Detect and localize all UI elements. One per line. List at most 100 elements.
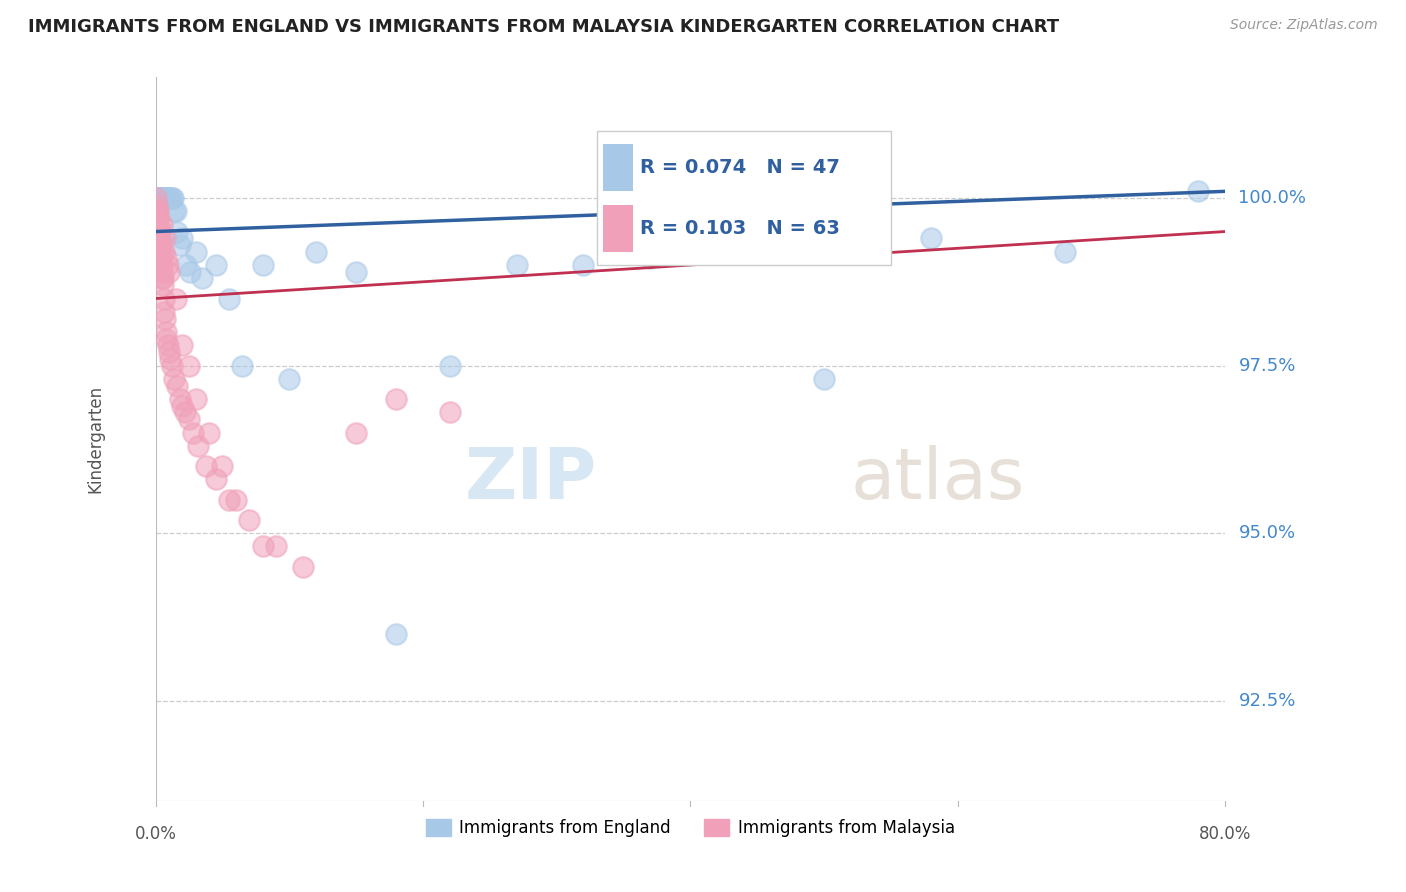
Point [150,191,173,205]
Point [145,198,167,212]
Text: ZIP: ZIP [464,445,596,514]
Point [177,359,200,373]
Point [155,332,177,346]
Point [184,392,207,406]
Point [149,191,172,205]
Point [172,399,194,413]
Point [148,225,170,239]
Point [146,204,169,219]
Point [225,492,247,507]
Text: R = 0.074   N = 47: R = 0.074 N = 47 [640,159,839,178]
Point [152,271,174,285]
Point [231,359,253,373]
Point [148,218,170,232]
Point [155,325,177,339]
Point [146,191,169,205]
FancyBboxPatch shape [596,131,891,265]
Point [146,204,169,219]
Text: 0.0%: 0.0% [135,824,177,843]
Point [174,405,197,419]
Point [155,252,177,266]
Point [149,191,172,205]
Point [153,311,176,326]
Point [148,191,170,205]
Point [150,258,173,272]
Point [157,345,180,359]
Point [218,492,240,507]
Point [305,244,328,259]
Point [149,231,172,245]
Point [148,191,170,205]
Point [184,244,207,259]
Point [150,271,173,285]
Point [172,338,194,352]
Point [157,191,180,205]
Point [505,258,527,272]
Text: Kindergarten: Kindergarten [86,385,104,493]
Point [152,292,174,306]
Point [198,425,221,440]
Point [152,244,174,259]
Point [813,372,835,386]
Point [385,626,408,640]
Point [920,231,942,245]
Point [204,258,226,272]
Point [148,204,170,219]
Point [155,191,177,205]
Point [162,191,184,205]
Point [1053,244,1076,259]
Text: Source: ZipAtlas.com: Source: ZipAtlas.com [1230,18,1378,32]
Point [153,231,176,245]
Point [157,265,180,279]
Point [163,204,186,219]
Point [149,225,172,239]
Point [166,378,188,392]
Text: R = 0.103   N = 63: R = 0.103 N = 63 [640,219,839,237]
Point [149,252,172,266]
Point [156,191,179,205]
Point [150,218,173,232]
Point [1187,185,1209,199]
Point [156,191,179,205]
Legend: Immigrants from England, Immigrants from Malaysia: Immigrants from England, Immigrants from… [419,812,962,843]
Point [218,292,240,306]
Point [278,372,301,386]
Text: IMMIGRANTS FROM ENGLAND VS IMMIGRANTS FROM MALAYSIA KINDERGARTEN CORRELATION CHA: IMMIGRANTS FROM ENGLAND VS IMMIGRANTS FR… [28,18,1059,36]
Point [172,231,194,245]
Text: 100.0%: 100.0% [1239,189,1306,207]
Point [160,191,183,205]
Point [149,238,172,252]
Point [149,244,172,259]
Point [191,271,214,285]
Point [179,265,201,279]
Point [153,305,176,319]
Point [177,412,200,426]
Point [252,258,274,272]
Point [149,238,172,252]
Point [152,278,174,293]
Text: 95.0%: 95.0% [1239,524,1295,542]
Point [176,258,198,272]
Point [159,351,181,366]
Point [156,258,179,272]
Text: 80.0%: 80.0% [1199,824,1251,843]
Point [181,425,204,440]
Point [149,191,172,205]
Point [439,405,461,419]
Point [638,252,661,266]
Point [155,191,177,205]
Point [439,359,461,373]
Point [165,292,187,306]
Point [187,439,209,453]
Point [195,458,218,473]
Point [149,238,172,252]
Point [163,372,186,386]
Point [169,238,191,252]
Point [148,225,170,239]
Point [152,191,174,205]
Point [153,191,176,205]
Point [252,540,274,554]
Point [211,458,233,473]
Point [157,191,180,205]
Point [238,513,260,527]
